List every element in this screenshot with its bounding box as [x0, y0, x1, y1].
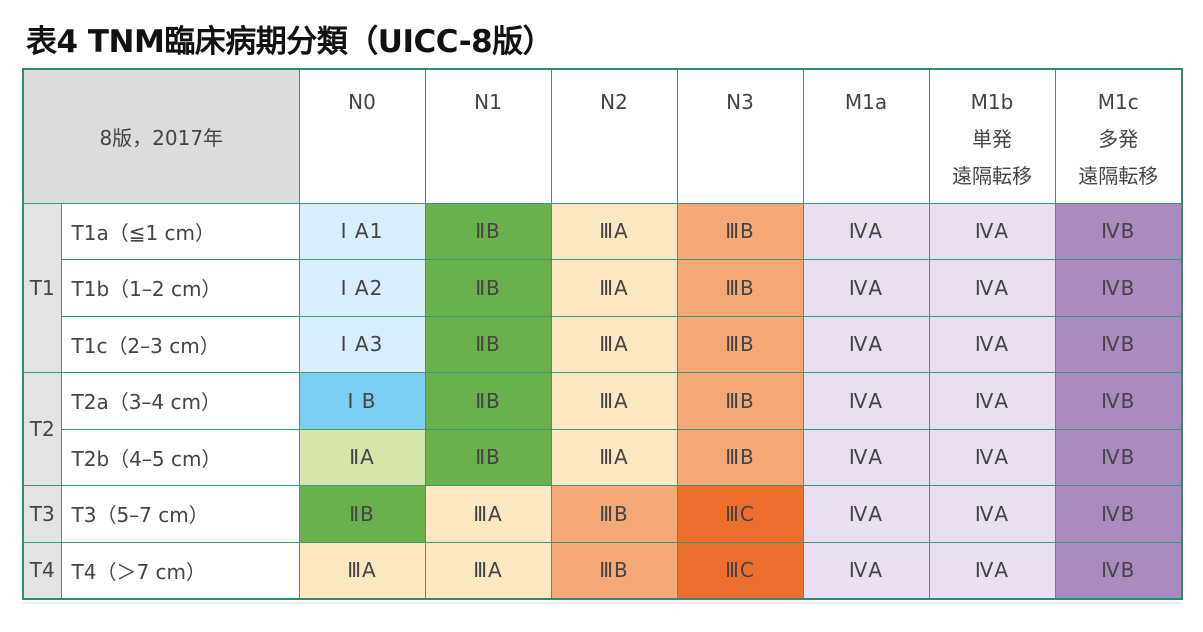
- stage-cell: ⅣB: [1054, 485, 1183, 543]
- stage-cell: ⅣB: [1054, 372, 1183, 430]
- t-row-label: T4（＞7 cm）: [60, 541, 300, 599]
- stage-cell: ⅣA: [802, 372, 930, 430]
- t-row-label: T1a（≦1 cm）: [60, 202, 300, 260]
- page-title: 表4 TNM臨床病期分類（UICC-8版）: [26, 24, 554, 60]
- column-header-line: 遠隔転移: [952, 164, 1032, 188]
- stage-cell: ⅣB: [1054, 259, 1183, 317]
- stage-cell: ⅣA: [928, 202, 1056, 260]
- stage-cell: ⅣA: [928, 259, 1056, 317]
- column-header: N2: [550, 68, 678, 204]
- stage-cell: ⅣA: [928, 541, 1056, 599]
- column-header: N0: [298, 68, 426, 204]
- stage-cell: ⅣA: [928, 428, 1056, 486]
- t-group-label: T3: [22, 485, 62, 543]
- table-row: T2b（4–5 cm） ⅡA ⅡB ⅢA ⅢB ⅣA ⅣA ⅣB: [23, 428, 1183, 486]
- t-row-label: T1c（2–3 cm）: [60, 315, 300, 373]
- table-row: T2 T2a（3–4 cm） I B ⅡB ⅢA ⅢB ⅣA ⅣA ⅣB: [22, 372, 1183, 486]
- stage-cell: I A3: [298, 315, 426, 373]
- stage-cell: ⅢA: [550, 428, 678, 486]
- t-row-label: T3（5–7 cm）: [60, 485, 300, 543]
- t-group-label: T4: [22, 541, 62, 599]
- stage-cell: ⅡB: [424, 372, 552, 430]
- column-header-line: 単発: [972, 127, 1012, 151]
- table-row: T1c（2–3 cm） I A3 ⅡB ⅢA ⅢB ⅣA ⅣA ⅣB: [23, 315, 1183, 373]
- stage-cell: ⅢA: [424, 541, 552, 599]
- stage-cell: ⅢB: [550, 541, 678, 599]
- table-row: T3 T3（5–7 cm） ⅡB ⅢA ⅢB ⅢC ⅣA ⅣA ⅣB: [22, 485, 1183, 543]
- stage-cell: ⅣA: [928, 315, 1056, 373]
- stage-cell: ⅣA: [802, 428, 930, 486]
- stage-cell: ⅢA: [424, 485, 552, 543]
- stage-cell: ⅢA: [298, 541, 426, 599]
- table-row: T4 T4（＞7 cm） ⅢA ⅢA ⅢB ⅢC ⅣA ⅣA ⅣB: [22, 541, 1183, 599]
- column-header-line: N2: [600, 90, 628, 114]
- stage-cell: ⅡB: [298, 485, 426, 543]
- stage-cell: ⅣB: [1054, 428, 1183, 486]
- table-row: T1 T1a（≦1 cm） I A1 ⅡB ⅢA ⅢB ⅣA ⅣA ⅣB: [22, 202, 1183, 373]
- corner-label: 8版，2017年: [22, 68, 300, 204]
- stage-cell: ⅢB: [676, 202, 804, 260]
- stage-cell: ⅡB: [424, 259, 552, 317]
- stage-cell: ⅣA: [802, 541, 930, 599]
- stage-cell: ⅣB: [1054, 202, 1183, 260]
- stage-cell: I B: [298, 372, 426, 430]
- column-header-line: N0: [348, 90, 376, 114]
- column-header-line: N1: [474, 90, 502, 114]
- t-row-label: T1b（1–2 cm）: [60, 259, 300, 317]
- column-header: M1b 単発遠隔転移: [928, 68, 1056, 204]
- column-header-line: N3: [726, 90, 754, 114]
- stage-cell: ⅣA: [802, 485, 930, 543]
- column-header-line: M1c: [1097, 90, 1139, 114]
- stage-cell: I A1: [298, 202, 426, 260]
- stage-cell: ⅣA: [928, 372, 1056, 430]
- table-row: T1b（1–2 cm） I A2 ⅡB ⅢA ⅢB ⅣA ⅣA ⅣB: [23, 259, 1183, 317]
- stage-cell: ⅢA: [550, 372, 678, 430]
- stage-cell: ⅣB: [1054, 315, 1183, 373]
- stage-cell: ⅢB: [676, 428, 804, 486]
- stage-cell: ⅢB: [550, 485, 678, 543]
- stage-cell: ⅢA: [550, 202, 678, 260]
- column-header: N1: [424, 68, 552, 204]
- stage-cell: ⅣA: [928, 485, 1056, 543]
- stage-cell: I A2: [298, 259, 426, 317]
- stage-cell: ⅡB: [424, 202, 552, 260]
- t-group-label: T1: [22, 202, 62, 373]
- column-header-line: 多発: [1098, 127, 1139, 151]
- column-header-line: 遠隔転移: [1078, 164, 1159, 188]
- stage-cell: ⅢB: [676, 259, 804, 317]
- stage-cell: ⅣA: [802, 315, 930, 373]
- t-row-label: T2a（3–4 cm）: [60, 372, 300, 430]
- t-row-label: T2b（4–5 cm）: [60, 428, 300, 486]
- column-header-line: M1a: [844, 90, 888, 114]
- divider: [22, 602, 1182, 604]
- stage-cell: ⅢA: [550, 315, 678, 373]
- column-header: N3: [676, 68, 804, 204]
- stage-cell: ⅢC: [676, 541, 804, 599]
- stage-cell: ⅡB: [424, 315, 552, 373]
- column-header-line: M1b: [970, 90, 1014, 114]
- stage-cell: ⅡA: [298, 428, 426, 486]
- stage-cell: ⅣA: [802, 259, 930, 317]
- column-header: M1c 多発遠隔転移: [1054, 68, 1183, 204]
- t-group-label: T2: [22, 372, 62, 486]
- stage-cell: ⅣA: [802, 202, 930, 260]
- stage-cell: ⅡB: [424, 428, 552, 486]
- stage-cell: ⅢB: [676, 372, 804, 430]
- column-header: M1a: [802, 68, 930, 204]
- stage-cell: ⅣB: [1054, 541, 1183, 599]
- tnm-stage-table: 8版，2017年 N0 N1 N2 N3 M1a M1b 単発遠隔転移 M1c 多発遠隔転移 T…: [22, 68, 1183, 600]
- stage-cell: ⅢC: [676, 485, 804, 543]
- stage-cell: ⅢA: [550, 259, 678, 317]
- stage-cell: ⅢB: [676, 315, 804, 373]
